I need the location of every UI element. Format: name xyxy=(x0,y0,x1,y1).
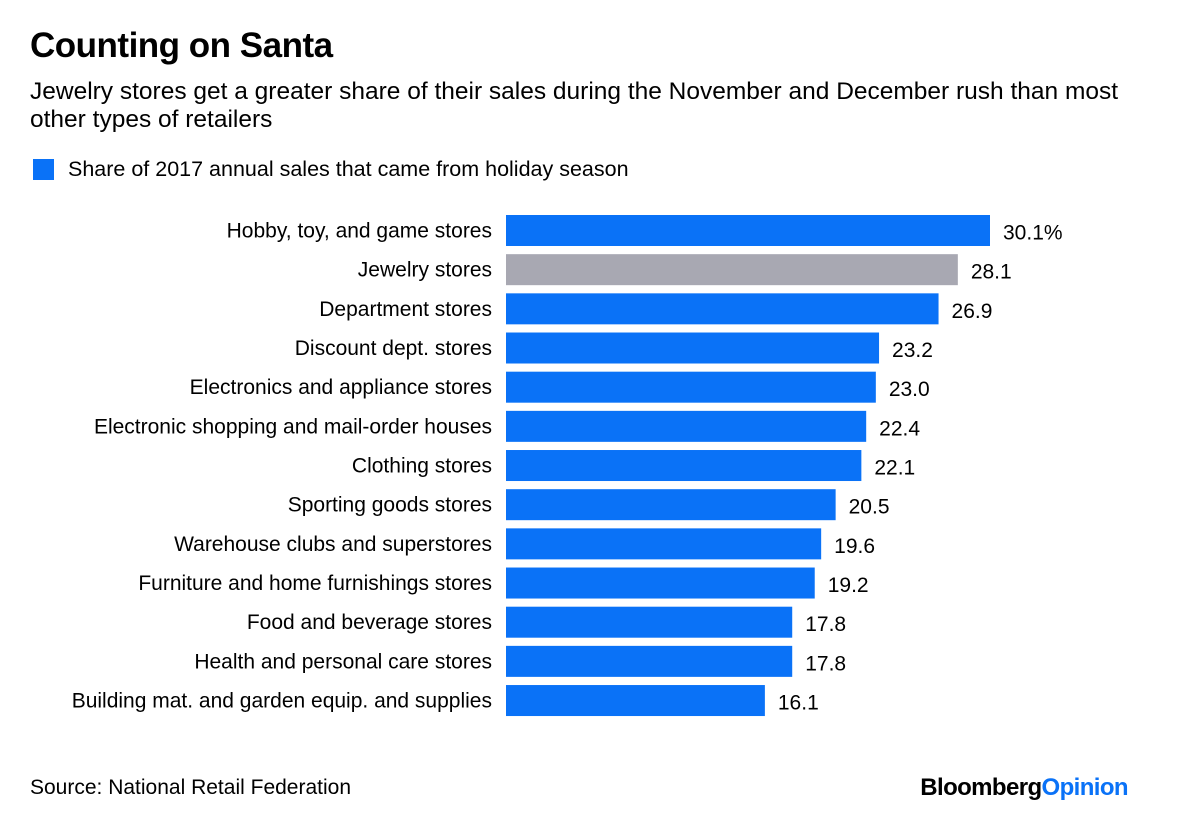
category-label-jewelry-stores: Jewelry stores xyxy=(358,259,492,282)
category-label-hobby-toy-and-game-stores: Hobby, toy, and game stores xyxy=(227,220,492,243)
legend: Share of 2017 annual sales that came fro… xyxy=(33,157,629,182)
bar-sporting-goods-stores xyxy=(506,489,836,521)
brand-primary: Bloomberg xyxy=(920,774,1042,801)
brand-secondary: Opinion xyxy=(1041,774,1129,801)
bar-building-mat-and-garden-equip-and-supplies xyxy=(506,685,765,717)
bar-clothing-stores xyxy=(506,450,862,482)
bar-electronic-shopping-and-mail-order-houses xyxy=(506,410,867,442)
bar-health-and-personal-care-stores xyxy=(506,645,793,677)
bar-hobby-toy-and-game-stores xyxy=(506,215,990,246)
bar-furniture-and-home-furnishings-stores xyxy=(506,567,815,599)
value-label-health-and-personal-care-stores: 17.8 xyxy=(805,652,846,675)
legend-swatch xyxy=(33,159,54,180)
source-note: Source: National Retail Federation xyxy=(30,776,352,799)
category-label-department-stores: Department stores xyxy=(319,298,492,321)
value-label-hobby-toy-and-game-stores: 30.1% xyxy=(1003,222,1063,245)
value-label-discount-dept-stores: 23.2 xyxy=(892,339,933,362)
value-label-electronics-and-appliance-stores: 23.0 xyxy=(889,378,930,401)
bar-jewelry-stores xyxy=(506,254,958,286)
category-label-building-mat-and-garden-equip-and-supplies: Building mat. and garden equip. and supp… xyxy=(72,690,492,713)
bar-warehouse-clubs-and-superstores xyxy=(506,528,822,560)
bar-electronics-and-appliance-stores xyxy=(506,371,876,403)
value-label-jewelry-stores: 28.1 xyxy=(971,261,1012,284)
value-label-clothing-stores: 22.1 xyxy=(874,457,915,480)
category-label-furniture-and-home-furnishings-stores: Furniture and home furnishings stores xyxy=(138,572,492,595)
value-label-food-and-beverage-stores: 17.8 xyxy=(805,613,846,636)
legend-label: Share of 2017 annual sales that came fro… xyxy=(68,157,629,181)
value-label-furniture-and-home-furnishings-stores: 19.2 xyxy=(828,574,869,597)
bar-discount-dept-stores xyxy=(506,332,880,364)
category-label-health-and-personal-care-stores: Health and personal care stores xyxy=(194,650,492,673)
category-label-warehouse-clubs-and-superstores: Warehouse clubs and superstores xyxy=(174,533,492,556)
category-label-electronics-and-appliance-stores: Electronics and appliance stores xyxy=(190,376,492,399)
value-label-building-mat-and-garden-equip-and-supplies: 16.1 xyxy=(778,692,819,715)
value-label-department-stores: 26.9 xyxy=(952,300,993,323)
category-label-electronic-shopping-and-mail-order-houses: Electronic shopping and mail-order house… xyxy=(94,415,492,438)
chart-subtitle: Jewelry stores get a greater share of th… xyxy=(30,78,1119,133)
value-label-warehouse-clubs-and-superstores: 19.6 xyxy=(834,535,875,558)
brand-logo: BloombergOpinion xyxy=(920,774,1128,802)
bar-department-stores xyxy=(506,293,939,325)
chart-title: Counting on Santa xyxy=(30,26,333,65)
category-label-discount-dept-stores: Discount dept. stores xyxy=(295,337,492,360)
bar-food-and-beverage-stores xyxy=(506,606,793,638)
category-label-food-and-beverage-stores: Food and beverage stores xyxy=(247,611,492,634)
category-label-sporting-goods-stores: Sporting goods stores xyxy=(288,494,492,517)
value-label-electronic-shopping-and-mail-order-houses: 22.4 xyxy=(879,417,920,440)
category-label-clothing-stores: Clothing stores xyxy=(352,455,492,478)
value-label-sporting-goods-stores: 20.5 xyxy=(849,496,890,519)
